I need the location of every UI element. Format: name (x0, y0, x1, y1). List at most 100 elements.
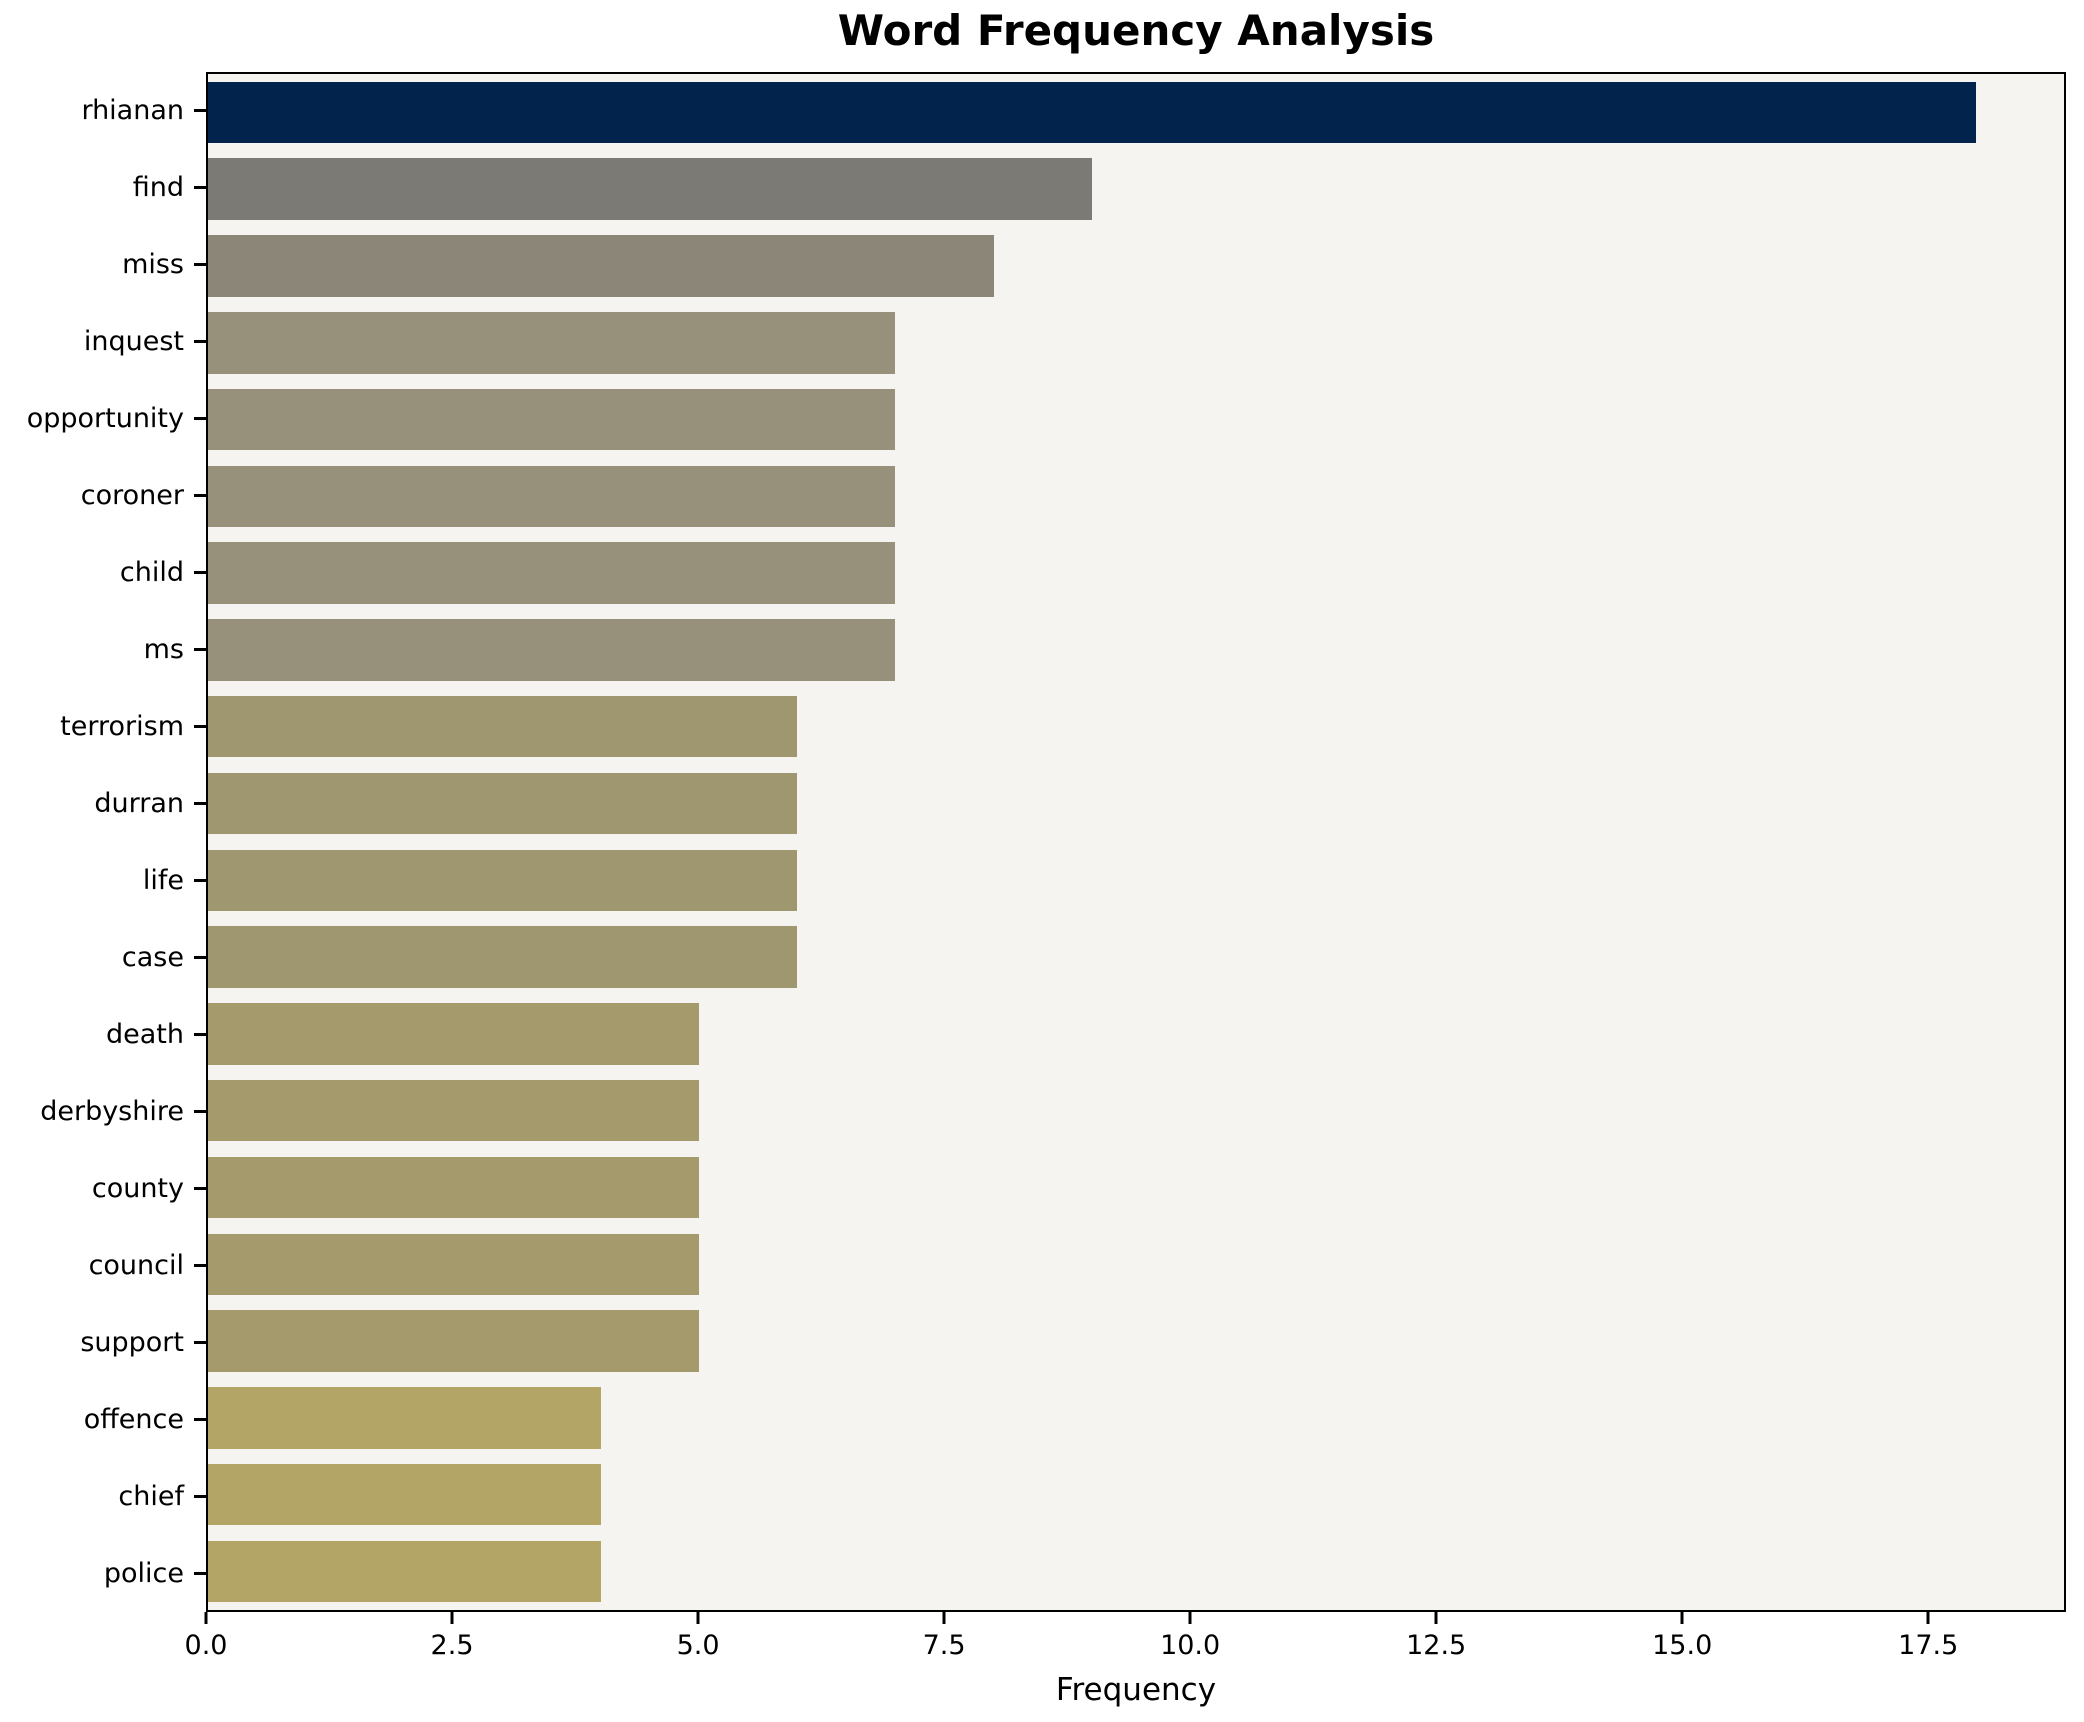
y-label-row: death (0, 996, 192, 1073)
bar-county (208, 1156, 699, 1219)
bar-row (208, 765, 2064, 842)
y-tick-slot (194, 688, 206, 765)
y-tick-slot (194, 842, 206, 919)
y-tick-label-coroner: coroner (80, 480, 184, 511)
bar-find (208, 158, 1092, 220)
y-tick-slot (194, 1150, 206, 1227)
bar-row (208, 996, 2064, 1073)
y-tick-mark (194, 571, 206, 574)
bar-death (208, 1003, 699, 1065)
bar-row (208, 1303, 2064, 1380)
y-tick-mark (194, 1187, 206, 1190)
bar-miss (208, 235, 994, 297)
y-tick-mark (194, 340, 206, 343)
y-axis-ticks (194, 72, 206, 1612)
bar-row (208, 74, 2064, 151)
x-tick-mark (1188, 1612, 1192, 1624)
x-tick-mark (696, 1612, 700, 1624)
bar-terrorism (208, 696, 798, 758)
y-label-row: police (0, 1535, 192, 1612)
y-tick-label-derbyshire: derbyshire (40, 1096, 184, 1127)
y-tick-label-support: support (80, 1327, 184, 1358)
chart-title: Word Frequency Analysis (837, 6, 1435, 55)
y-tick-label-find: find (132, 172, 184, 203)
y-tick-slot (194, 534, 206, 611)
x-tick-label-10.0: 10.0 (1160, 1630, 1221, 1661)
y-tick-label-police: police (103, 1558, 184, 1589)
x-tick-label-5.0: 5.0 (676, 1630, 720, 1661)
bar-rhianan (208, 81, 1976, 144)
y-axis: rhianan find miss inquest opportunity coroner… (0, 72, 192, 1612)
y-tick-label-council: council (88, 1250, 184, 1281)
y-tick-slot (194, 919, 206, 996)
y-label-row: inquest (0, 303, 192, 380)
y-label-row: miss (0, 226, 192, 303)
y-tick-mark (194, 1418, 206, 1421)
y-label-row: ms (0, 611, 192, 688)
y-tick-slot (194, 996, 206, 1073)
bar-row (208, 151, 2064, 228)
y-tick-mark (194, 494, 206, 497)
y-label-row: coroner (0, 457, 192, 534)
bar-row (208, 842, 2064, 919)
x-tick-label-12.5: 12.5 (1406, 1630, 1467, 1661)
bar-opportunity (208, 388, 896, 451)
y-label-row: chief (0, 1458, 192, 1535)
y-tick-slot (194, 1073, 206, 1150)
y-tick-mark (194, 648, 206, 651)
y-label-row: opportunity (0, 380, 192, 457)
y-label-row: rhianan (0, 72, 192, 149)
x-tick-mark (1926, 1612, 1930, 1624)
bar-durran (208, 772, 798, 835)
y-tick-mark (194, 725, 206, 728)
x-tick-mark (1434, 1612, 1438, 1624)
y-tick-label-opportunity: opportunity (26, 403, 184, 434)
bar-row (208, 381, 2064, 458)
y-label-row: child (0, 534, 192, 611)
y-tick-label-child: child (119, 557, 184, 588)
x-tick-label-2.5: 2.5 (430, 1630, 474, 1661)
y-tick-mark (194, 1572, 206, 1575)
bar-row (208, 535, 2064, 612)
y-tick-slot (194, 1458, 206, 1535)
y-label-row: life (0, 842, 192, 919)
y-tick-slot (194, 1304, 206, 1381)
y-tick-slot (194, 765, 206, 842)
y-tick-label-terrorism: terrorism (60, 711, 184, 742)
y-label-row: durran (0, 765, 192, 842)
bars-container (208, 74, 2064, 1610)
bar-row (208, 458, 2064, 535)
y-label-row: offence (0, 1381, 192, 1458)
y-tick-mark (194, 802, 206, 805)
y-tick-mark (194, 1033, 206, 1036)
bar-offence (208, 1387, 601, 1449)
bar-derbyshire (208, 1080, 699, 1142)
y-tick-label-miss: miss (122, 249, 184, 280)
bar-support (208, 1310, 699, 1372)
y-tick-mark (194, 417, 206, 420)
plot-area (206, 72, 2066, 1612)
bar-row (208, 612, 2064, 689)
y-label-row: find (0, 149, 192, 226)
x-axis: 0.0 2.5 5.0 7.5 10.0 12.5 15.0 17.5 (185, 1612, 2066, 1692)
bar-row (208, 919, 2064, 996)
y-tick-label-county: county (91, 1173, 184, 1204)
y-tick-mark (194, 1341, 206, 1344)
x-tick-label-7.5: 7.5 (922, 1630, 966, 1661)
bar-row (208, 1456, 2064, 1533)
bar-life (208, 849, 798, 912)
bar-row (208, 1533, 2064, 1610)
y-tick-mark (194, 1264, 206, 1267)
bar-chief (208, 1464, 601, 1526)
bar-coroner (208, 465, 896, 528)
y-tick-slot (194, 457, 206, 534)
bar-row (208, 688, 2064, 765)
y-tick-label-offence: offence (83, 1404, 184, 1435)
y-tick-mark (194, 109, 206, 112)
x-tick-mark (204, 1612, 208, 1624)
x-tick-label-0.0: 0.0 (184, 1630, 228, 1661)
y-tick-slot (194, 303, 206, 380)
bar-row (208, 1380, 2064, 1457)
y-tick-slot (194, 72, 206, 149)
y-label-row: derbyshire (0, 1073, 192, 1150)
